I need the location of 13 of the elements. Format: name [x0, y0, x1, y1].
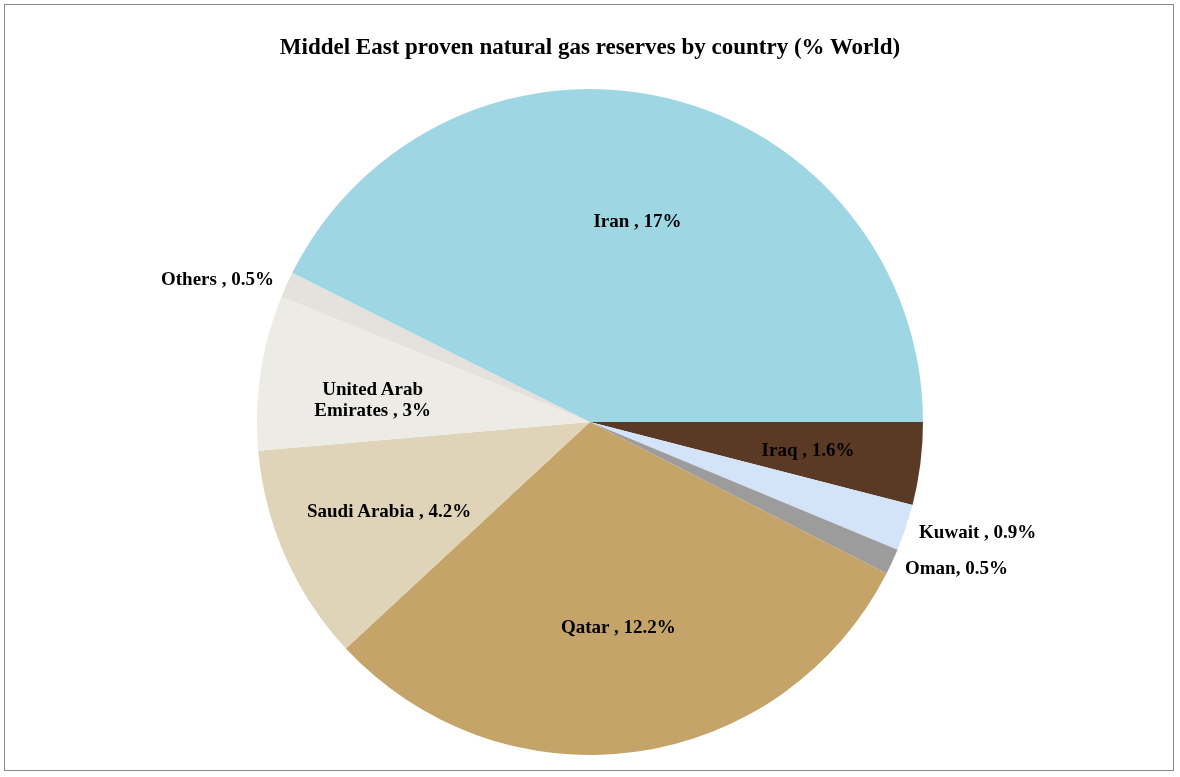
pie-slice [590, 422, 898, 574]
slice-label: Kuwait , 0.9% [919, 521, 1037, 543]
slice-label: United Arab Emirates , 3% [314, 378, 431, 421]
pie-slice [292, 89, 923, 422]
chart-title: Middel East proven natural gas reserves by country (% World) [279, 34, 901, 59]
pie-slice [590, 422, 913, 550]
slice-label: Oman, 0.5% [904, 556, 1008, 578]
pie-slice [590, 422, 923, 506]
slice-label: Iraq , 1.6% [761, 438, 855, 460]
slice-label: Iran , 17% [593, 210, 682, 232]
slice-label: Others , 0.5% [160, 267, 274, 289]
slice-label: Saudi Arabia , 4.2% [306, 500, 472, 522]
slice-label: Qatar , 12.2% [561, 615, 676, 637]
